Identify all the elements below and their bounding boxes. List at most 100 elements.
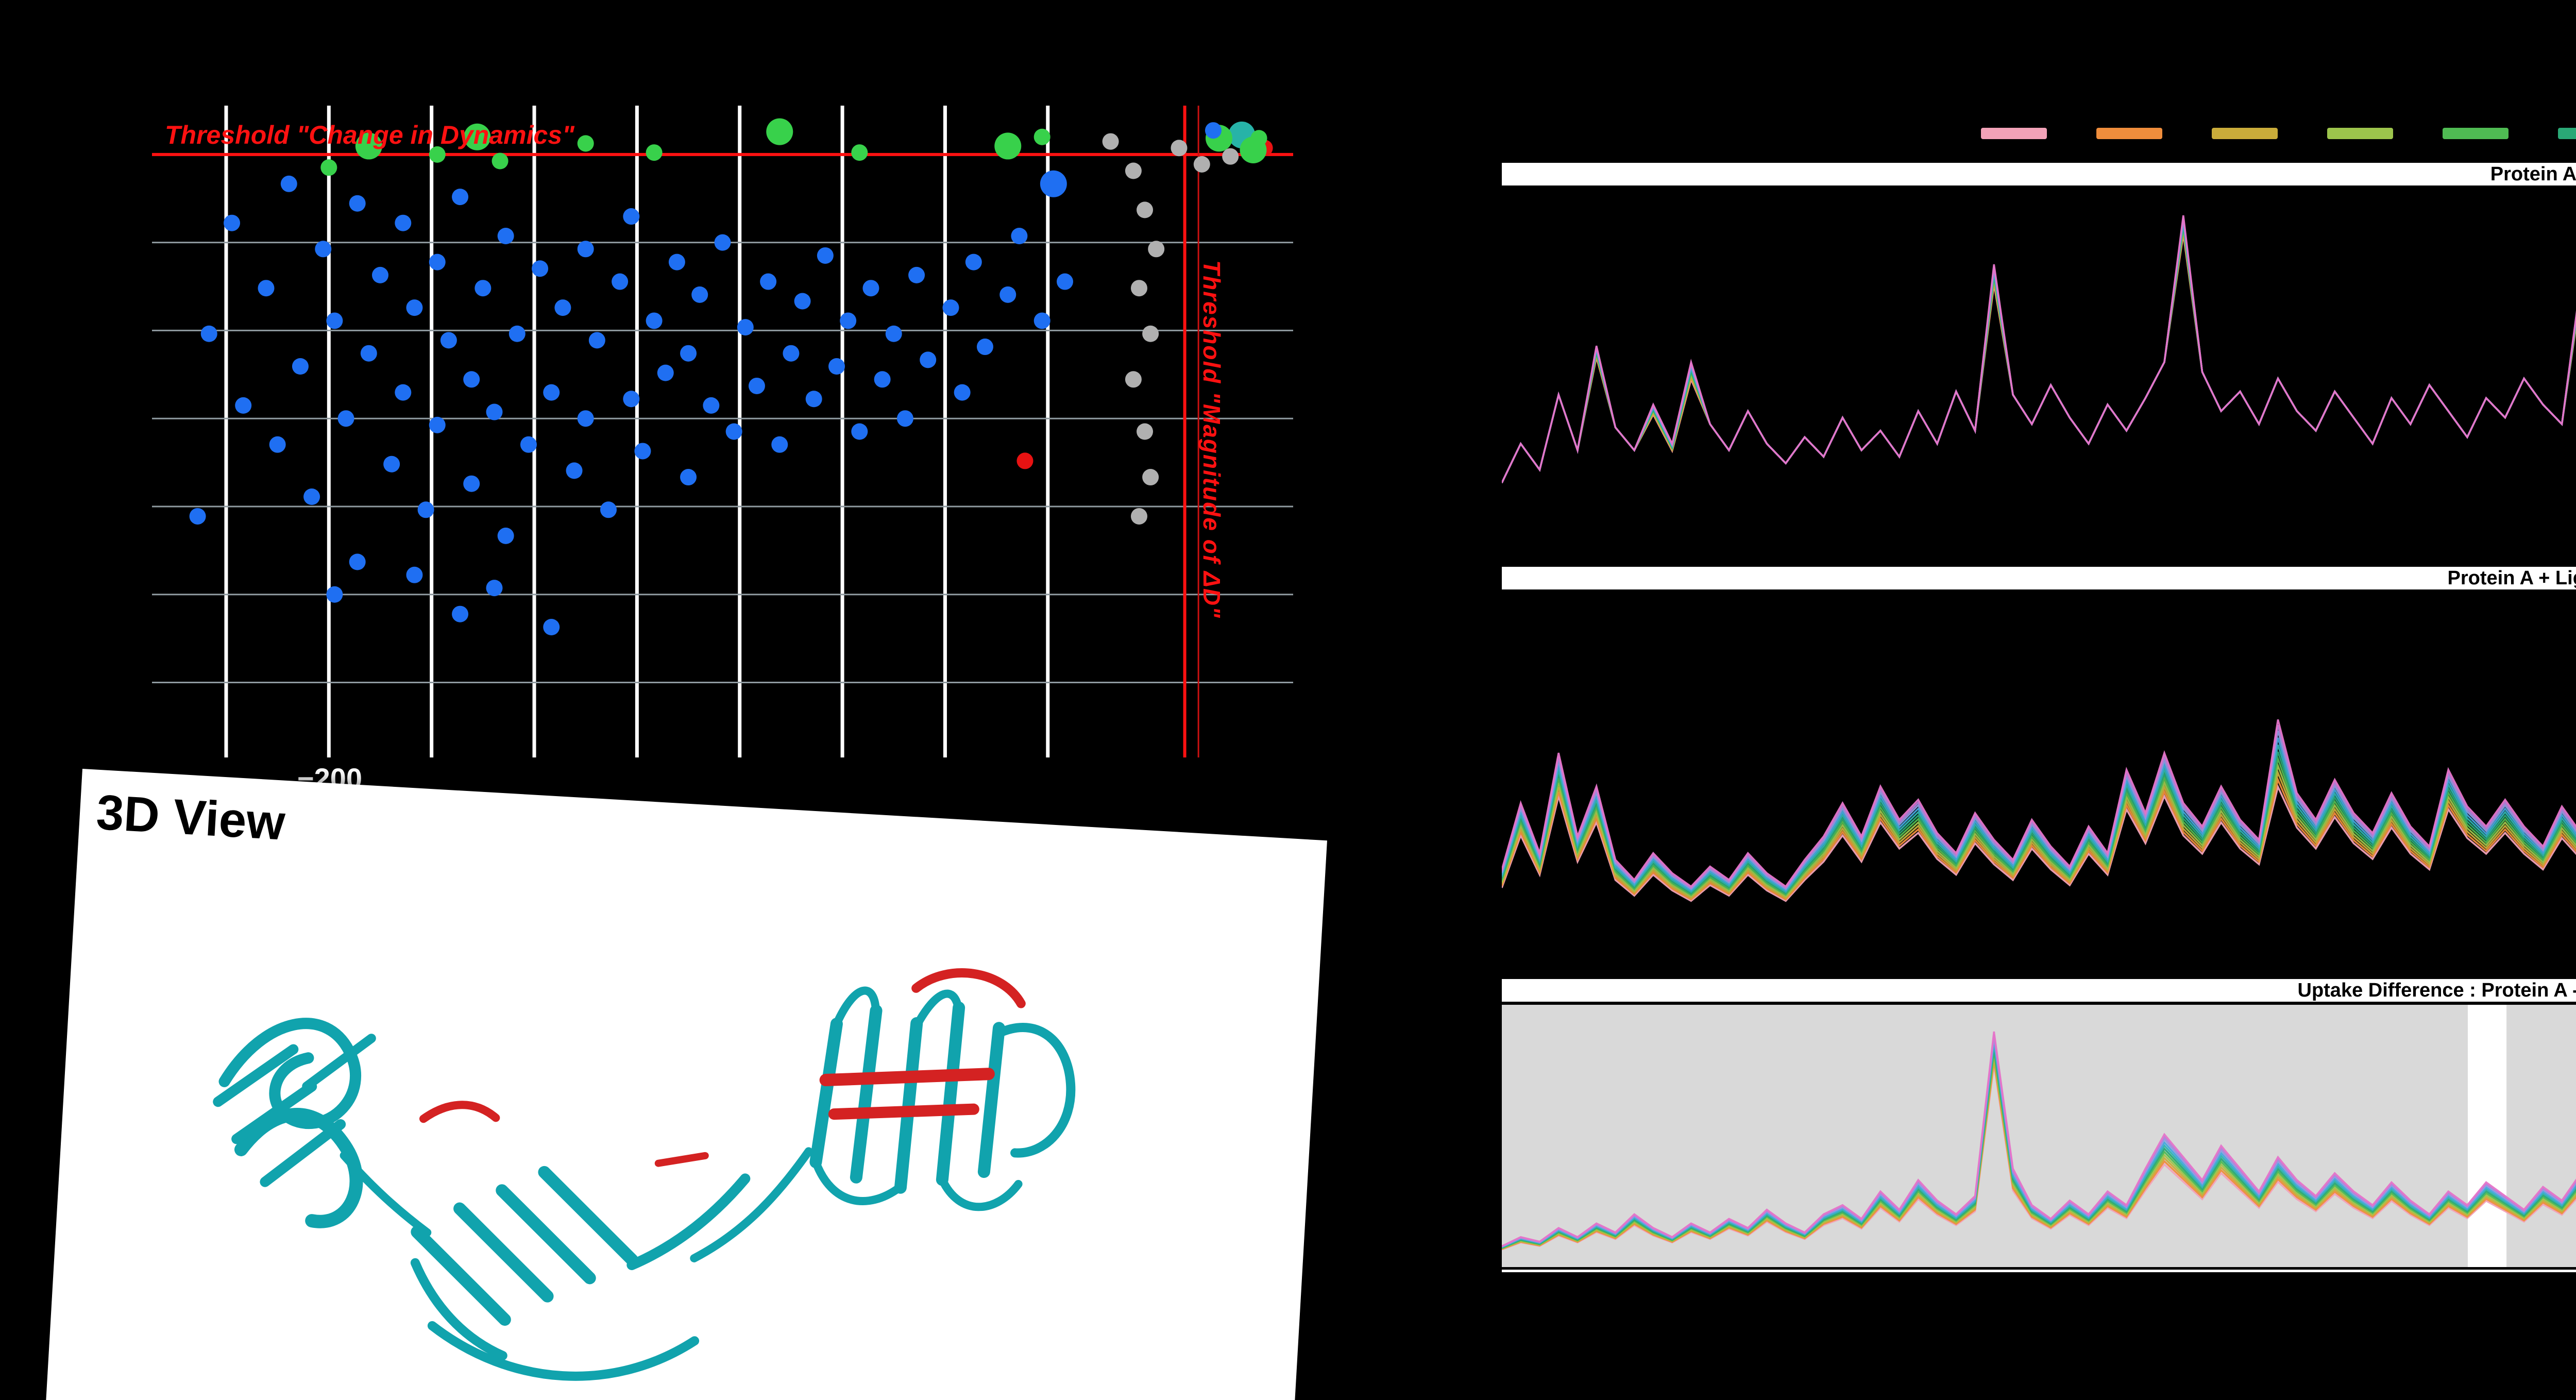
uptake-trace[interactable]: [1501, 638, 2576, 890]
scatter-point[interactable]: [326, 586, 343, 603]
scatter-point[interactable]: [566, 462, 583, 479]
scatter-point[interactable]: [429, 146, 446, 163]
volcano-plot[interactable]: Threshold "Change in Dynamics" Threshold…: [152, 106, 1293, 757]
scatter-point[interactable]: [1193, 156, 1210, 173]
scatter-point[interactable]: [1205, 122, 1222, 139]
uptake-trace[interactable]: [1501, 619, 2576, 888]
uptake-trace[interactable]: [1501, 232, 2576, 483]
uptake-trace[interactable]: [1501, 1050, 2576, 1254]
scatter-point[interactable]: [760, 273, 777, 290]
scatter-point[interactable]: [292, 358, 309, 375]
scatter-point[interactable]: [337, 410, 354, 427]
scatter-point[interactable]: [1040, 170, 1067, 197]
scatter-point[interactable]: [874, 371, 891, 388]
scatter-point[interactable]: [623, 208, 640, 225]
uptake-trace[interactable]: [1501, 1043, 2576, 1254]
uptake-chart-canvas[interactable]: [1501, 1002, 2576, 1267]
scatter-point[interactable]: [623, 391, 640, 408]
uptake-trace[interactable]: [1501, 215, 2576, 483]
uptake-trace[interactable]: [1501, 673, 2576, 895]
structure-3d-panel[interactable]: 3D View: [43, 769, 1327, 1400]
scatter-point[interactable]: [668, 254, 685, 271]
scatter-point[interactable]: [383, 456, 400, 473]
scatter-point[interactable]: [497, 228, 514, 244]
scatter-point[interactable]: [896, 410, 913, 427]
scatter-point[interactable]: [235, 397, 252, 414]
scatter-point[interactable]: [189, 508, 206, 525]
scatter-point[interactable]: [1033, 128, 1050, 145]
scatter-point[interactable]: [1148, 241, 1165, 258]
scatter-point[interactable]: [577, 241, 594, 258]
legend-swatch[interactable]: [1981, 128, 2047, 139]
uptake-chart-protein-a-ligand[interactable]: [1501, 589, 2576, 963]
uptake-trace[interactable]: [1501, 224, 2576, 483]
scatter-point[interactable]: [224, 214, 241, 231]
scatter-point[interactable]: [1011, 228, 1028, 244]
scatter-point[interactable]: [805, 391, 822, 408]
uptake-trace[interactable]: [1501, 1031, 2576, 1253]
scatter-point[interactable]: [908, 266, 925, 283]
uptake-trace[interactable]: [1501, 216, 2576, 483]
uptake-trace[interactable]: [1501, 218, 2576, 483]
scatter-point[interactable]: [372, 266, 388, 283]
scatter-point[interactable]: [355, 132, 382, 160]
scatter-point[interactable]: [429, 416, 446, 433]
protein-ribbon-svg[interactable]: [117, 855, 1250, 1400]
scatter-point[interactable]: [691, 286, 708, 303]
uptake-trace[interactable]: [1501, 1054, 2576, 1254]
scatter-point[interactable]: [520, 436, 537, 453]
scatter-point[interactable]: [1142, 469, 1159, 486]
scatter-point[interactable]: [554, 299, 571, 316]
scatter-point[interactable]: [1130, 280, 1147, 297]
scatter-point[interactable]: [303, 488, 320, 505]
scatter-point[interactable]: [714, 234, 731, 251]
scatter-point[interactable]: [612, 273, 629, 290]
scatter-point[interactable]: [452, 605, 469, 622]
uptake-difference-chart[interactable]: [1501, 1002, 2576, 1272]
scatter-point[interactable]: [509, 325, 526, 342]
scatter-point[interactable]: [543, 384, 560, 401]
legend-swatch[interactable]: [2558, 128, 2576, 139]
uptake-trace[interactable]: [1501, 732, 2576, 902]
uptake-trace[interactable]: [1501, 697, 2576, 898]
scatter-point[interactable]: [577, 135, 594, 152]
scatter-point[interactable]: [349, 195, 366, 212]
scatter-point[interactable]: [1137, 423, 1154, 440]
legend-swatch[interactable]: [2212, 128, 2278, 139]
scatter-point[interactable]: [1222, 148, 1239, 165]
scatter-point[interactable]: [440, 332, 457, 349]
scatter-point[interactable]: [771, 436, 788, 453]
uptake-chart-canvas[interactable]: [1501, 185, 2576, 549]
scatter-point[interactable]: [486, 580, 503, 597]
scatter-point[interactable]: [543, 619, 560, 635]
scatter-point[interactable]: [577, 410, 594, 427]
scatter-point[interactable]: [1137, 201, 1154, 218]
scatter-point[interactable]: [200, 325, 217, 342]
uptake-trace[interactable]: [1501, 662, 2576, 893]
uptake-trace[interactable]: [1501, 629, 2576, 889]
scatter-point[interactable]: [326, 312, 343, 329]
scatter-point[interactable]: [486, 403, 503, 420]
uptake-trace[interactable]: [1501, 1040, 2576, 1253]
scatter-point[interactable]: [1102, 133, 1119, 150]
scatter-point[interactable]: [1171, 140, 1188, 157]
scatter-point[interactable]: [532, 260, 549, 277]
scatter-point[interactable]: [1125, 371, 1142, 388]
scatter-point[interactable]: [851, 423, 868, 440]
scatter-point[interactable]: [600, 501, 617, 518]
scatter-point[interactable]: [737, 319, 754, 336]
scatter-point[interactable]: [766, 118, 793, 145]
scatter-point[interactable]: [258, 280, 275, 297]
scatter-point[interactable]: [349, 553, 366, 570]
scatter-point[interactable]: [646, 312, 663, 329]
scatter-point[interactable]: [794, 293, 811, 310]
scatter-point[interactable]: [634, 443, 651, 460]
uptake-trace[interactable]: [1501, 220, 2576, 483]
scatter-point[interactable]: [976, 339, 993, 356]
scatter-point[interactable]: [828, 358, 845, 375]
scatter-point[interactable]: [474, 280, 492, 297]
scatter-point[interactable]: [920, 351, 937, 368]
scatter-point[interactable]: [1130, 508, 1147, 525]
uptake-trace[interactable]: [1501, 708, 2576, 899]
uptake-trace[interactable]: [1501, 1047, 2576, 1254]
